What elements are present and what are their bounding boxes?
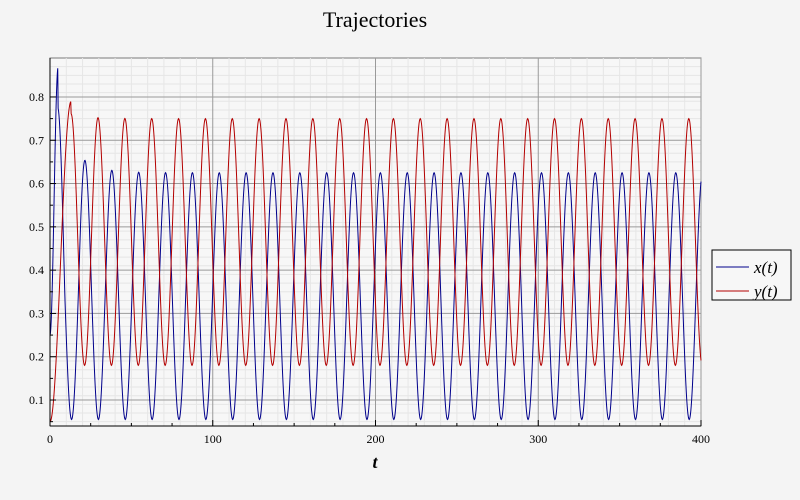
- x-tick-label: 200: [367, 432, 385, 446]
- legend: x(t) y(t): [711, 249, 792, 301]
- legend-label-y: y(t): [752, 282, 778, 301]
- y-tick-label: 0.6: [29, 177, 44, 191]
- y-tick-label: 0.7: [29, 133, 44, 147]
- series-line-x: [49, 68, 702, 421]
- series-line-y: [49, 101, 702, 423]
- legend-label-x: x(t): [753, 258, 778, 277]
- y-tick-label: 0.3: [29, 306, 44, 320]
- y-tick-label: 0.8: [29, 90, 44, 104]
- legend-box: [711, 249, 792, 301]
- x-tick-label: 100: [204, 432, 222, 446]
- y-tick-label: 0.1: [29, 393, 44, 407]
- x-tick-label: 300: [529, 432, 547, 446]
- x-axis-label: t: [372, 452, 378, 472]
- chart-title: Trajectories: [323, 7, 427, 32]
- y-tick-label: 0.5: [29, 220, 44, 234]
- axes: 0 100 200 300 400 0.1 0.2 0.3 0.4 0.5 0.6 0.7 0.8: [29, 58, 710, 446]
- y-tick-label: 0.2: [29, 350, 44, 364]
- x-tick-label: 0: [47, 432, 53, 446]
- series-lines: [49, 68, 702, 423]
- y-tick-label: 0.4: [29, 263, 44, 277]
- x-tick-label: 400: [692, 432, 710, 446]
